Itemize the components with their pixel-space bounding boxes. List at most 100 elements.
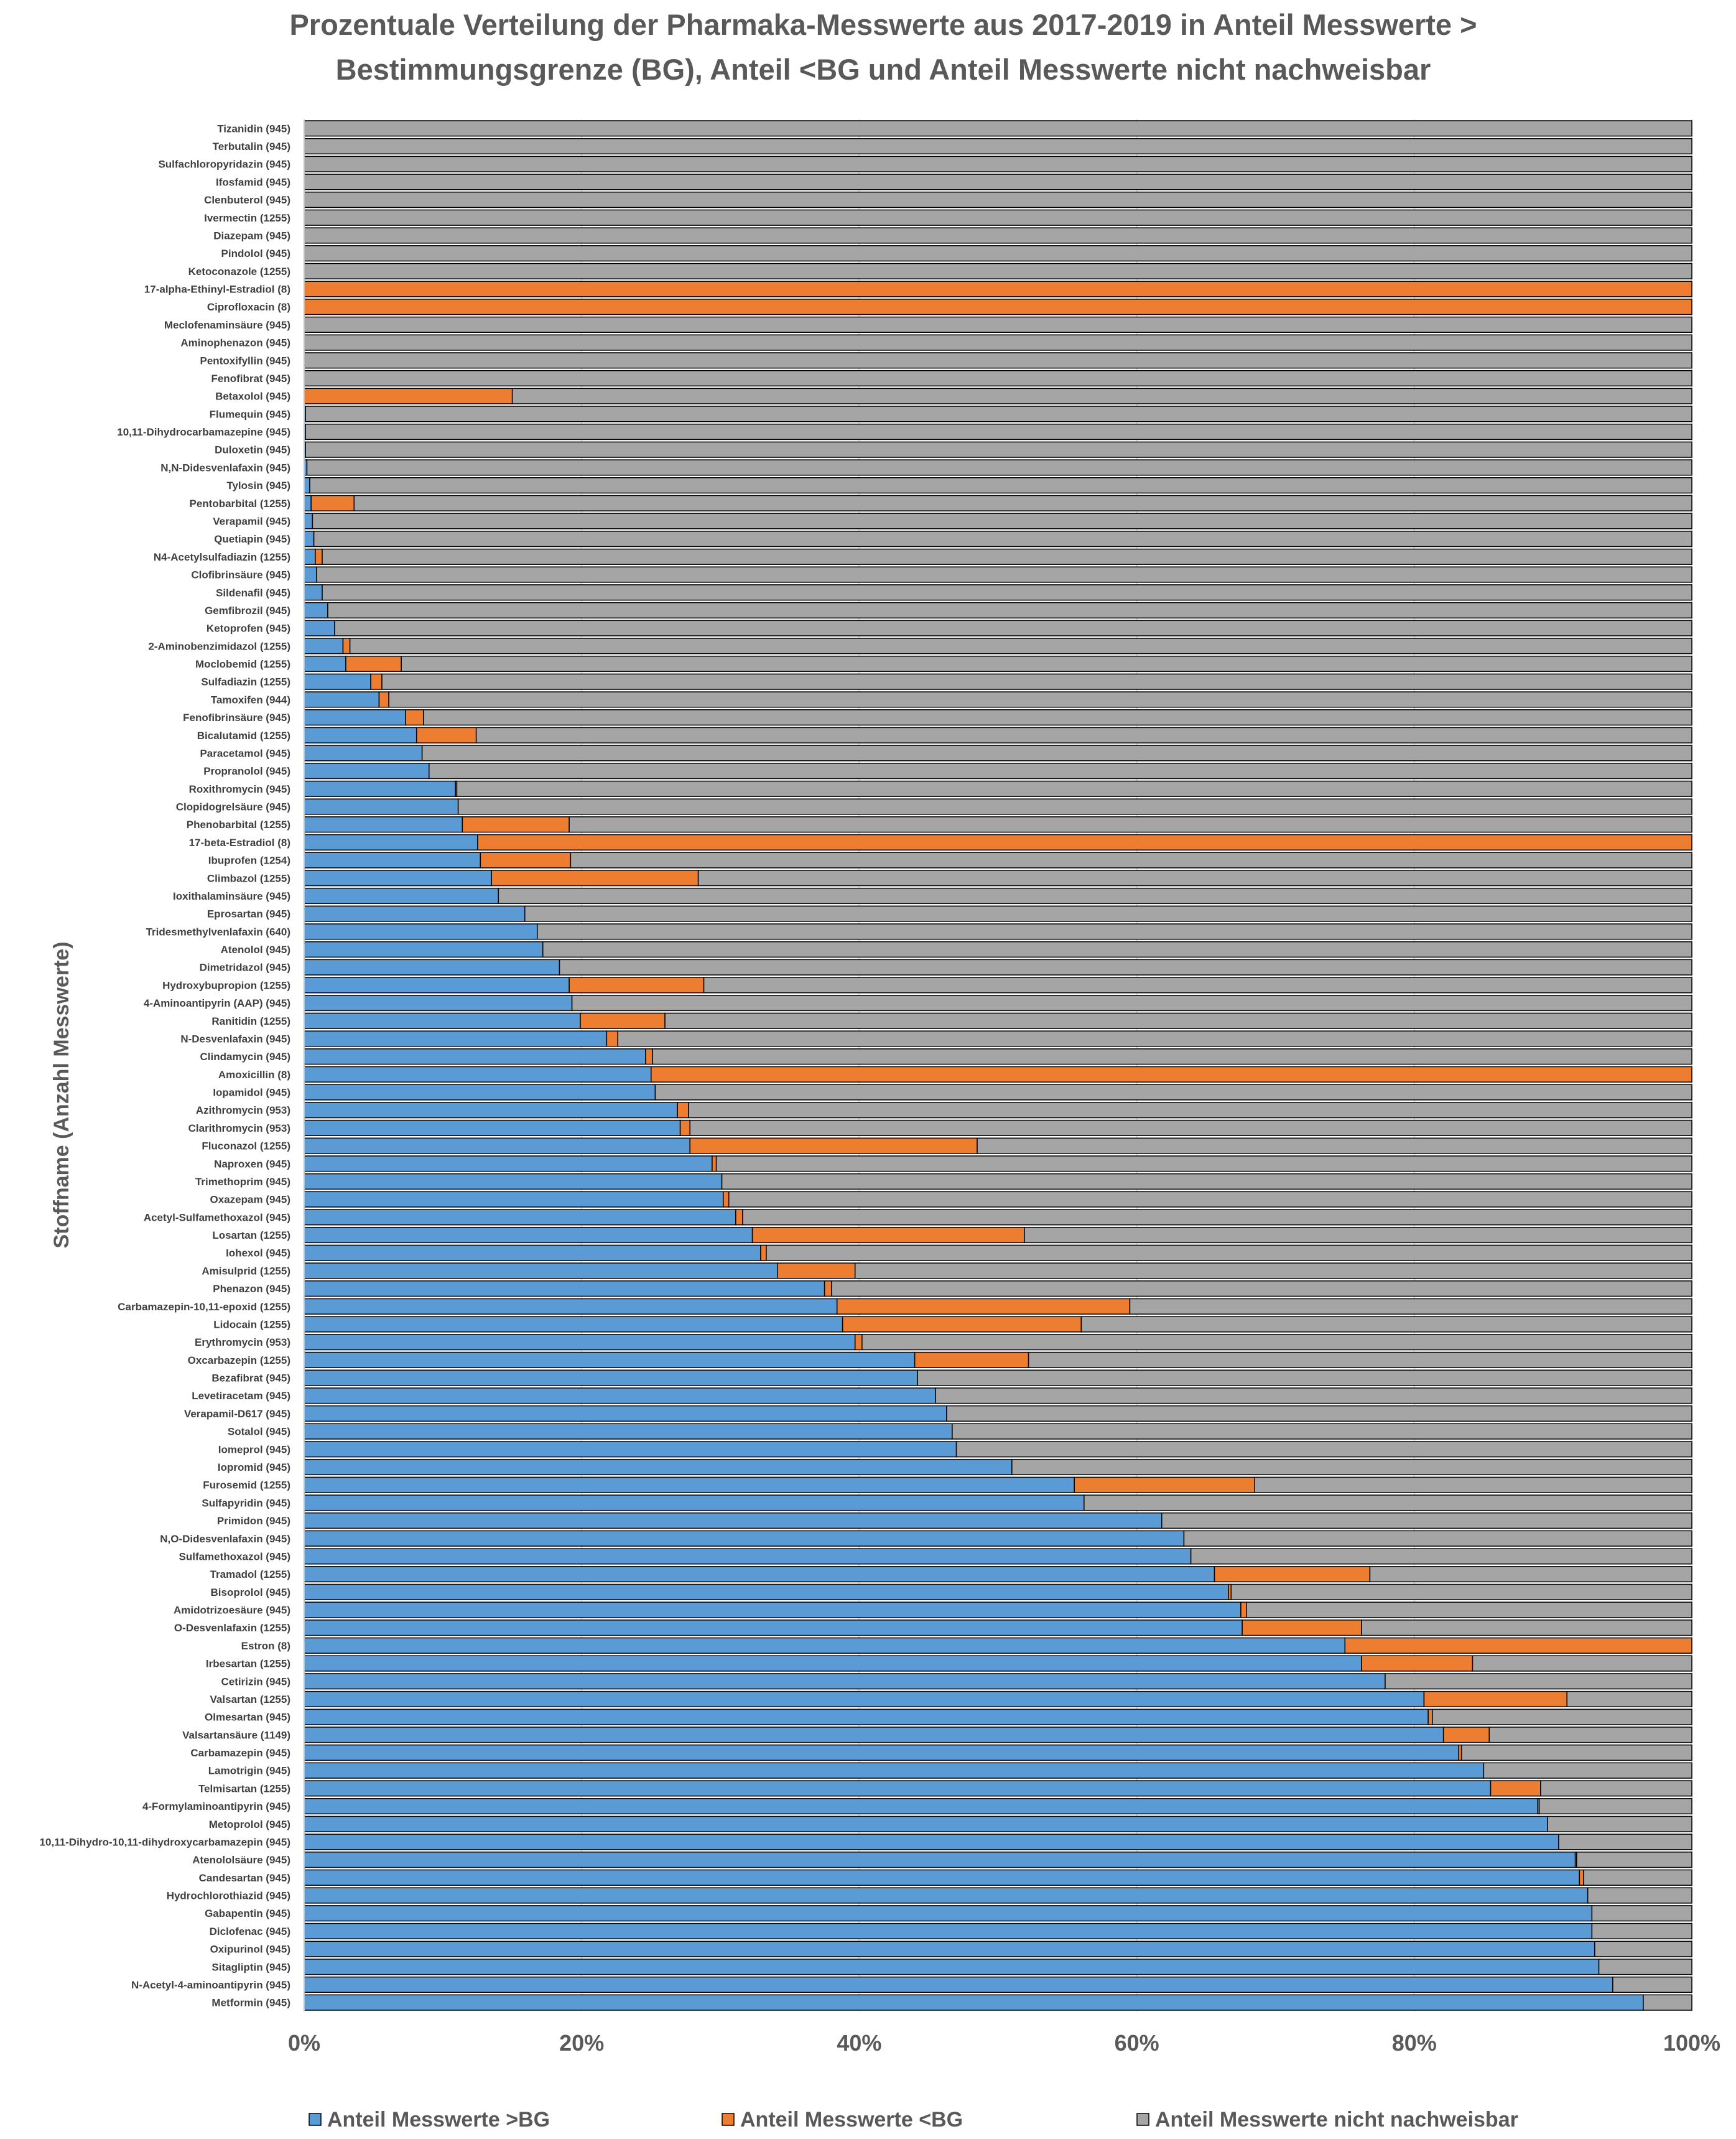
bar-segment-below-bg	[415, 727, 477, 743]
bar-segment-above-bg	[304, 727, 417, 743]
bar-segment-not-detected	[946, 1405, 1692, 1422]
category-label: Flumequin (945)	[210, 408, 290, 420]
bar-segment-above-bg	[304, 1441, 957, 1458]
bar-segment-below-bg	[569, 977, 705, 994]
bar-segment-not-detected	[1183, 1530, 1692, 1547]
x-tick-label: 80%	[1392, 2030, 1437, 2056]
category-label: Atenolol (945)	[221, 944, 290, 956]
bar-segment-not-detected	[309, 477, 1692, 494]
x-tick-label: 100%	[1663, 2030, 1720, 2056]
bar-segment-above-bg	[304, 1119, 681, 1136]
bar-segment-above-bg	[304, 1815, 1548, 1832]
bar-segment-above-bg	[304, 1173, 723, 1190]
category-label: Clarithromycin (953)	[188, 1122, 290, 1134]
category-label: Valsartan (1255)	[210, 1694, 290, 1705]
category-label: Sildenafil (945)	[216, 587, 290, 599]
category-label: Sulfapyridin (945)	[202, 1497, 290, 1509]
bar-segment-not-detected	[861, 1334, 1692, 1351]
bar-segment-not-detected	[1369, 1566, 1692, 1583]
bar-segment-not-detected	[401, 655, 1692, 673]
bar-segment-below-bg	[1240, 1601, 1247, 1618]
bar-segment-below-bg	[315, 548, 323, 565]
category-label: Hydroxybupropion (1255)	[162, 979, 290, 991]
bar-segment-not-detected	[1643, 1994, 1692, 2011]
category-label: Sulfadiazin (1255)	[201, 676, 290, 688]
bar-segment-above-bg	[304, 1834, 1559, 1850]
category-label: Levetiracetam (945)	[192, 1390, 290, 1402]
category-label: N4-Acetylsulfadiazin (1255)	[154, 551, 290, 563]
bar-segment-above-bg	[304, 1262, 778, 1279]
bar-segment-above-bg	[304, 691, 380, 708]
category-label: Estron (8)	[241, 1640, 290, 1652]
bar-segment-not-detected	[304, 245, 1692, 262]
category-label: Candesartan (945)	[199, 1872, 290, 1884]
bar-segment-not-detected	[1472, 1655, 1692, 1672]
bar-segment-below-bg	[580, 1012, 666, 1029]
bar-segment-above-bg	[304, 1316, 843, 1333]
bar-segment-above-bg	[304, 1351, 916, 1368]
category-label: Hydrochlorothiazid (945)	[167, 1890, 290, 1902]
bar-segment-not-detected	[475, 727, 1692, 743]
bar-segment-above-bg	[304, 1922, 1593, 1939]
category-label: Ciprofloxacin (8)	[207, 301, 290, 313]
category-label: Carbamazepin-10,11-epoxid (1255)	[118, 1301, 290, 1313]
bar-segment-not-detected	[305, 423, 1692, 440]
category-label: 4-Aminoantipyrin (AAP) (945)	[144, 997, 290, 1009]
bar-segment-not-detected	[304, 137, 1692, 155]
category-label: Aminophenazon (945)	[180, 337, 290, 349]
bar-segment-not-detected	[304, 316, 1692, 333]
bar-segment-not-detected	[1547, 1815, 1692, 1832]
category-label: Bisoprolol (945)	[211, 1587, 290, 1598]
category-label: Metformin (945)	[211, 1997, 290, 2009]
bar-segment-below-bg	[645, 1048, 653, 1065]
bar-segment-below-bg	[304, 388, 513, 404]
bar-segment-above-bg	[304, 1601, 1242, 1618]
chart-title-line-1: Prozentuale Verteilung der Pharmaka-Mess…	[289, 8, 1477, 41]
category-label: Pindolol (945)	[221, 248, 290, 259]
bars-group	[304, 119, 1692, 2011]
bar-segment-not-detected	[715, 1155, 1692, 1172]
bar-segment-not-detected	[421, 745, 1692, 762]
category-label: Erythromycin (953)	[195, 1336, 290, 1348]
bar-segment-not-detected	[831, 1280, 1692, 1297]
bar-segment-above-bg	[304, 1887, 1589, 1904]
bar-segment-below-bg	[378, 691, 389, 708]
bar-segment-above-bg	[304, 1583, 1229, 1600]
bar-segment-not-detected	[654, 1084, 1692, 1101]
category-label: Phenazon (945)	[213, 1283, 290, 1295]
bar-segment-below-bg	[480, 852, 572, 869]
bar-segment-above-bg	[304, 1994, 1644, 2011]
category-label: Ranitidin (1255)	[211, 1015, 290, 1027]
category-label: Iomeprol (945)	[218, 1443, 290, 1455]
category-label: Carbamazepin (945)	[190, 1747, 290, 1759]
category-label: Pentoxifyllin (945)	[200, 355, 290, 366]
category-label: N,O-Didesvenlafaxin (945)	[160, 1533, 290, 1545]
legend-swatch-not-detected	[1136, 2113, 1149, 2126]
category-label: Paracetamol (945)	[200, 747, 290, 759]
bar-segment-not-detected	[304, 156, 1692, 172]
bar-segment-below-bg	[760, 1244, 767, 1261]
bar-segment-above-bg	[304, 1137, 690, 1154]
bar-segment-not-detected	[304, 174, 1692, 190]
category-label: Betaxolol (945)	[215, 391, 290, 403]
bar-segment-not-detected	[1612, 1976, 1692, 1993]
bar-segment-not-detected	[569, 816, 1692, 833]
x-tick-label: 40%	[837, 2030, 881, 2056]
bar-segment-not-detected	[334, 620, 1692, 636]
bar-segment-above-bg	[304, 1084, 656, 1101]
x-tick-label: 0%	[288, 2030, 320, 2056]
legend-label-below-bg: Anteil Messwerte <BG	[740, 2108, 963, 2132]
bar-segment-not-detected	[1576, 1852, 1692, 1868]
bar-segment-not-detected	[304, 370, 1692, 387]
category-label: Clofibrinsäure (945)	[191, 569, 290, 581]
bar-segment-not-detected	[305, 441, 1692, 458]
bar-segment-not-detected	[570, 852, 1692, 869]
bar-segment-above-bg	[304, 941, 544, 958]
category-label: Metoprolol (945)	[209, 1819, 290, 1830]
bar-segment-above-bg	[304, 1298, 838, 1315]
category-label: N-Acetyl-4-aminoantipyrin (945)	[131, 1979, 290, 1991]
bar-segment-not-detected	[1540, 1780, 1692, 1797]
bar-segment-below-bg	[370, 673, 383, 690]
category-label: Cetirizin (945)	[221, 1675, 290, 1687]
bar-segment-below-bg	[1344, 1637, 1692, 1654]
